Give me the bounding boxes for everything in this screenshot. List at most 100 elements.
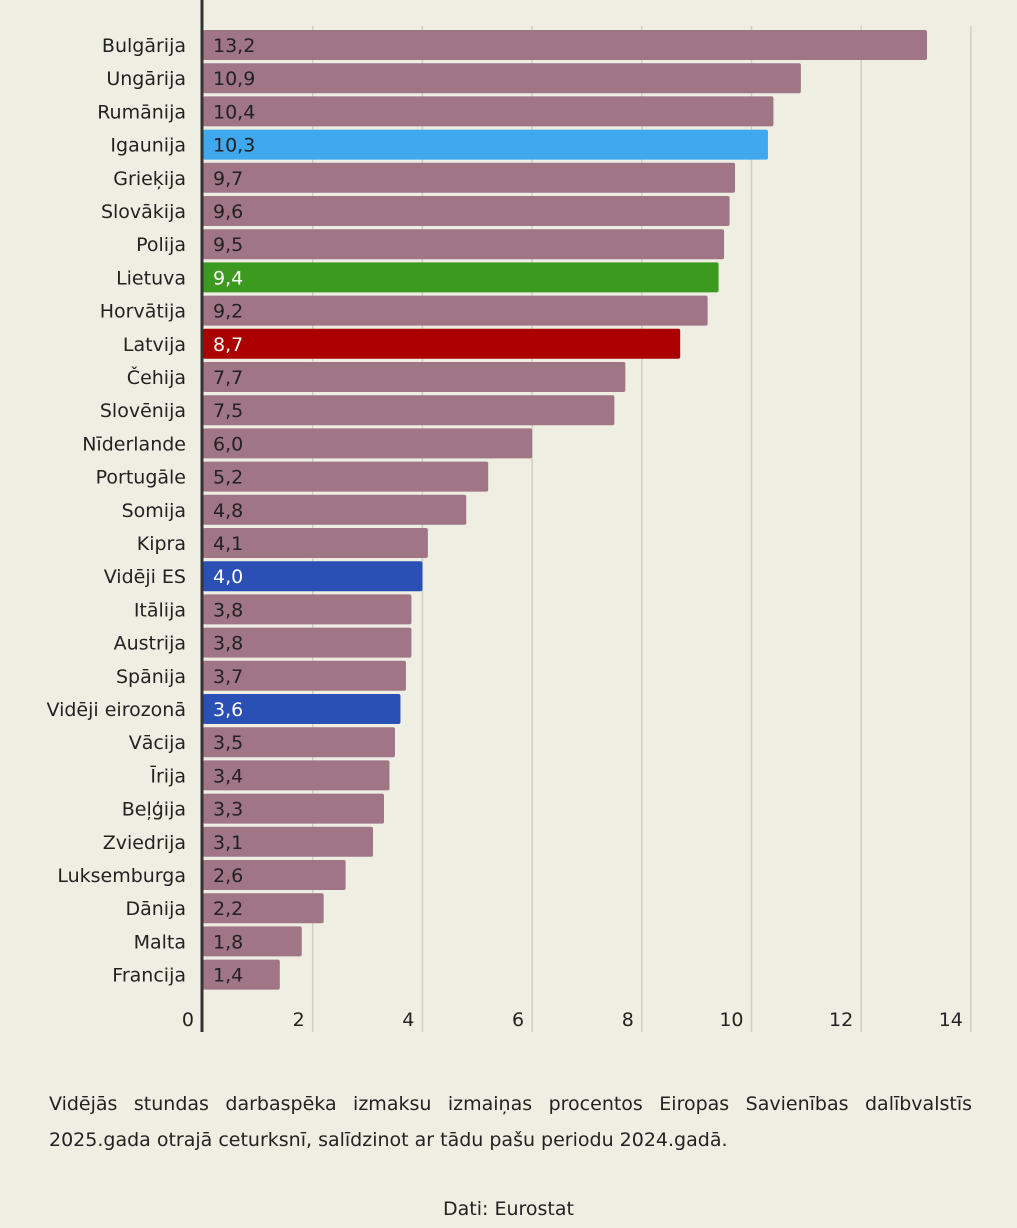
bar	[203, 461, 489, 492]
bar	[203, 660, 406, 691]
bar	[203, 362, 626, 392]
category-label: Vidēji eirozonā	[47, 699, 186, 721]
bar	[203, 262, 719, 293]
bar-value-label: 3,7	[213, 666, 243, 688]
bar-value-label: 1,8	[213, 931, 243, 953]
grid-lines	[311, 26, 972, 1032]
x-axis-tick-labels: 0 2 4 6 8 10 12 14	[182, 1009, 963, 1031]
category-label: Horvātija	[100, 301, 186, 323]
category-label: Igaunija	[110, 135, 186, 157]
bar	[203, 162, 736, 193]
category-label: Īrija	[150, 763, 186, 787]
category-label: Kipra	[137, 533, 186, 555]
x-tick-label: 10	[719, 1009, 743, 1031]
category-label: Malta	[134, 931, 186, 953]
category-label: Austrija	[114, 633, 186, 655]
data-source: Dati: Eurostat	[443, 1198, 574, 1220]
bar-value-label: 3,8	[213, 633, 243, 655]
bar	[203, 494, 467, 525]
bar-value-label: 9,7	[213, 168, 243, 190]
category-label: Slovākija	[101, 201, 186, 223]
category-label: Francija	[112, 965, 186, 987]
bar-value-label: 4,1	[213, 533, 243, 555]
bar-value-label: 7,5	[213, 400, 243, 422]
category-label: Latvija	[123, 334, 186, 356]
category-label: Portugāle	[96, 467, 186, 489]
category-label: Grieķija	[113, 168, 186, 190]
x-tick-label: 14	[939, 1009, 963, 1031]
bar-value-label: 3,4	[213, 765, 243, 787]
bars: 13,2 10,9 10,4 10,3 9,7 9,6 9,5 9,4 9,2 8,7 7,7 7,5…	[203, 30, 928, 990]
bar-value-label: 4,0	[213, 566, 243, 588]
x-tick-label: 8	[622, 1009, 634, 1031]
bar-value-label: 10,9	[213, 68, 255, 90]
category-label: Somija	[122, 500, 186, 522]
category-label: Vidēji ES	[104, 566, 186, 588]
bar-value-label: 3,1	[213, 832, 243, 854]
bar	[203, 760, 390, 791]
bar-value-label: 3,3	[213, 799, 243, 821]
bar	[203, 196, 730, 226]
bar-value-label: 1,4	[213, 965, 243, 987]
category-label: Ungārija	[106, 68, 186, 90]
category-label: Zviedrija	[103, 832, 186, 854]
bar	[203, 561, 423, 592]
x-tick-label: 0	[182, 1009, 194, 1031]
x-tick-label: 4	[402, 1009, 414, 1031]
x-tick-label: 6	[512, 1009, 524, 1031]
bar	[203, 129, 768, 160]
bar-value-label: 9,6	[213, 201, 243, 223]
bar-chart: 13,2 10,9 10,4 10,3 9,7 9,6 9,5 9,4 9,2 8,7 7,7 7,5…	[47, 0, 972, 1032]
bar	[203, 826, 374, 857]
bar	[203, 627, 412, 658]
bar-value-label: 5,2	[213, 467, 243, 489]
bar	[203, 893, 324, 924]
bar	[203, 395, 615, 426]
bar	[203, 926, 302, 957]
bar-value-label: 8,7	[213, 334, 243, 356]
bar	[203, 30, 928, 60]
bar-value-label: 3,6	[213, 699, 243, 721]
category-label: Spānija	[116, 666, 186, 688]
bar-value-label: 4,8	[213, 500, 243, 522]
bar-value-label: 6,0	[213, 433, 243, 455]
category-label: Luksemburga	[57, 865, 186, 887]
chart-caption: Vidējās stundas darbaspēka izmaksu izmai…	[49, 1093, 972, 1151]
bar	[203, 328, 681, 359]
bar	[203, 727, 395, 758]
bar-value-label: 2,6	[213, 865, 243, 887]
bar	[203, 860, 346, 890]
bar-value-label: 7,7	[213, 367, 243, 389]
category-label: Čehija	[127, 365, 186, 389]
x-tick-label: 12	[829, 1009, 853, 1031]
category-label: Rumānija	[97, 101, 186, 123]
bar-value-label: 13,2	[213, 35, 255, 57]
category-labels: Bulgārija Ungārija Rumānija Igaunija Grieķij…	[47, 35, 186, 987]
bar-value-label: 9,5	[213, 234, 243, 256]
bar	[203, 959, 280, 990]
category-label: Polija	[136, 234, 186, 256]
bar-value-label: 3,8	[213, 599, 243, 621]
bar-value-label: 3,5	[213, 732, 243, 754]
bar	[203, 694, 401, 724]
bar-value-label: 9,2	[213, 301, 243, 323]
category-label: Dānija	[125, 898, 186, 920]
bar	[203, 229, 725, 260]
bar-value-label: 2,2	[213, 898, 243, 920]
category-label: Slovēnija	[100, 400, 186, 422]
bar	[203, 793, 385, 824]
bar	[203, 63, 801, 94]
bar-value-label: 10,4	[213, 101, 255, 123]
bar	[203, 594, 412, 625]
bar-value-label: 10,3	[213, 135, 255, 157]
category-label: Itālija	[134, 599, 186, 621]
bar	[203, 96, 774, 127]
bar	[203, 295, 708, 326]
category-label: Lietuva	[116, 267, 186, 289]
bar	[203, 528, 428, 558]
category-label: Nīderlande	[82, 433, 186, 455]
bar	[203, 428, 533, 459]
category-label: Bulgārija	[102, 35, 186, 57]
bar-value-label: 9,4	[213, 267, 243, 289]
category-label: Vācija	[129, 732, 186, 754]
